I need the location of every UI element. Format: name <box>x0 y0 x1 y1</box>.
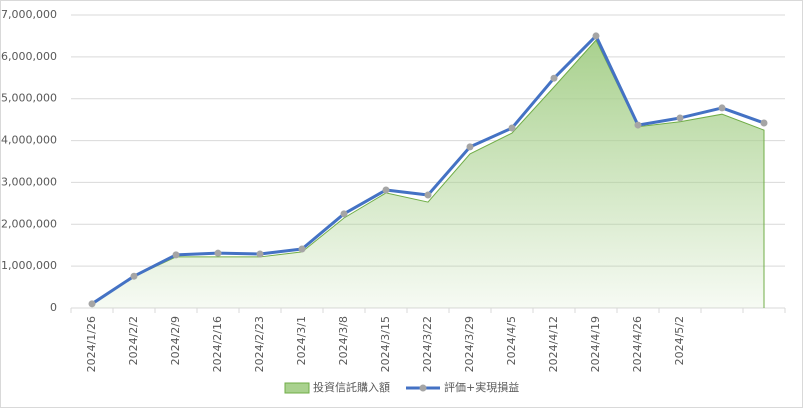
x-tick-label: 2024/2/23 <box>253 316 266 372</box>
legend-marker <box>419 384 427 392</box>
y-tick-label: 6,000,000 <box>1 50 57 63</box>
y-tick-label: 3,000,000 <box>1 175 57 188</box>
marker <box>424 191 432 199</box>
y-tick-label: 4,000,000 <box>1 134 57 147</box>
marker <box>298 245 306 253</box>
marker <box>592 32 600 40</box>
marker <box>130 272 138 280</box>
marker <box>676 114 684 122</box>
x-tick-label: 2024/3/29 <box>463 316 476 372</box>
x-tick-label: 2024/4/19 <box>589 316 602 372</box>
x-tick-label: 2024/3/1 <box>295 316 308 365</box>
x-tick-label: 2024/4/5 <box>505 316 518 365</box>
area <box>92 40 764 308</box>
legend-label: 投資信託購入額 <box>313 380 390 394</box>
marker <box>340 210 348 218</box>
marker <box>382 186 390 194</box>
area-edge <box>91 39 765 308</box>
legend-label: 評価+実現損益 <box>444 380 519 394</box>
marker <box>634 121 642 129</box>
y-tick-label: 2,000,000 <box>1 217 57 230</box>
x-tick-label: 2024/2/16 <box>211 316 224 372</box>
marker <box>508 124 516 132</box>
x-tick-label: 2024/2/9 <box>169 316 182 365</box>
x-tick-label: 2024/4/12 <box>547 316 560 372</box>
y-tick-label: 0 <box>50 301 57 314</box>
x-tick-label: 2024/1/26 <box>85 316 98 372</box>
y-tick-label: 1,000,000 <box>1 259 57 272</box>
marker <box>550 74 558 82</box>
marker <box>214 249 222 257</box>
marker <box>760 119 768 127</box>
y-tick-label: 5,000,000 <box>1 92 57 105</box>
x-tick-label: 2024/3/15 <box>379 316 392 372</box>
marker <box>172 251 180 259</box>
x-tick-label: 2024/2/2 <box>127 316 140 365</box>
y-tick-label: 7,000,000 <box>1 8 57 21</box>
x-tick-label: 2024/5/2 <box>673 316 686 365</box>
marker <box>466 143 474 151</box>
marker <box>718 104 726 112</box>
x-tick-label: 2024/3/22 <box>421 316 434 372</box>
legend-swatch <box>284 382 310 394</box>
x-tick-label: 2024/4/26 <box>631 316 644 372</box>
x-tick-label: 2024/3/8 <box>337 316 350 365</box>
marker <box>256 250 264 258</box>
marker <box>88 300 96 308</box>
